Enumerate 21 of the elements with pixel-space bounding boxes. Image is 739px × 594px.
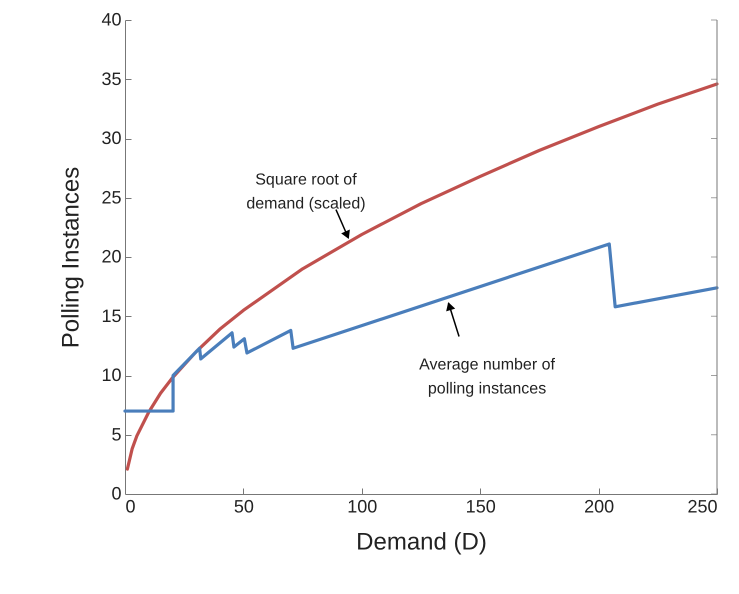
x-tick-label: 100	[347, 496, 378, 516]
annotation: Average number of polling instances	[419, 356, 556, 398]
line-series	[123, 242, 719, 413]
y-tick-label: 20	[101, 246, 122, 266]
x-axis-title: Demand (D)	[356, 528, 487, 556]
x-tick-label: 50	[234, 496, 254, 516]
y-tick-label: 15	[101, 306, 122, 326]
y-tick-label: 40	[101, 10, 122, 30]
x-tick-label: 200	[584, 496, 614, 516]
annotation: Square root of demand (scaled)	[246, 172, 366, 213]
x-tick-label: 0	[126, 496, 136, 516]
y-tick-label: 10	[101, 365, 122, 385]
y-tick-label: 5	[111, 424, 122, 444]
y-tick-label: 30	[101, 128, 122, 148]
x-tick-label: 150	[466, 496, 496, 516]
line-series	[126, 82, 719, 471]
y-tick-label: 25	[101, 187, 122, 208]
y-tick-label: 35	[101, 68, 122, 89]
y-axis-title: Polling Instances	[57, 166, 84, 348]
y-tick-label: 0	[111, 484, 122, 504]
x-tick-label: 250	[687, 496, 718, 516]
